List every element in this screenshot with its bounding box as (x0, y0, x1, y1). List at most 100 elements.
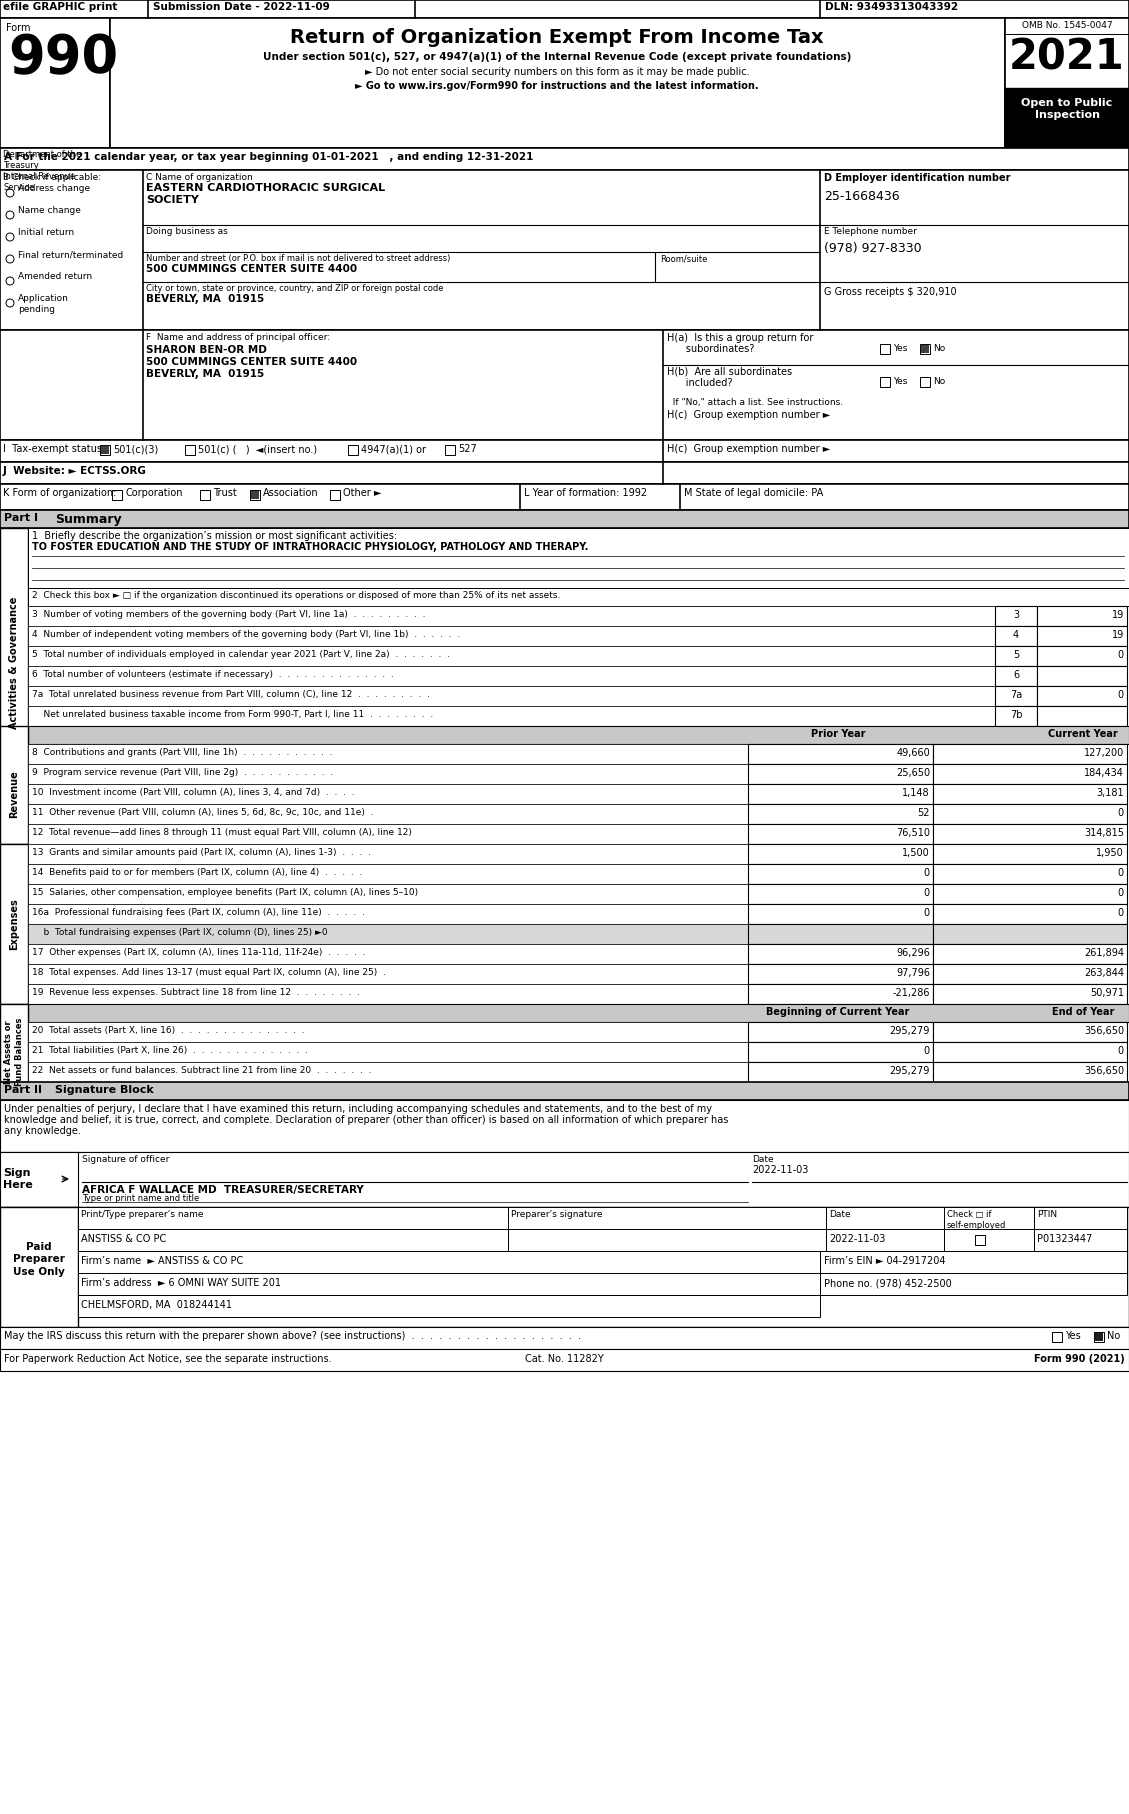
Text: Return of Organization Exempt From Income Tax: Return of Organization Exempt From Incom… (290, 27, 824, 47)
Bar (28, 1003, 1129, 1021)
Bar (28, 626, 995, 646)
Text: 0: 0 (1118, 909, 1124, 918)
Bar (933, 824, 1127, 844)
Text: subordinates?: subordinates? (667, 345, 754, 354)
Bar (1038, 686, 1127, 706)
Text: 15  Salaries, other compensation, employee benefits (Part IX, column (A), lines : 15 Salaries, other compensation, employe… (32, 889, 418, 896)
Text: 501(c) (   )  ◄(insert no.): 501(c) ( ) ◄(insert no.) (198, 444, 317, 454)
Text: 0: 0 (1118, 649, 1124, 660)
Bar (749, 824, 933, 844)
Bar (28, 983, 749, 1003)
Bar (879, 377, 890, 386)
Text: Under penalties of perjury, I declare that I have examined this return, includin: Under penalties of perjury, I declare th… (5, 1105, 712, 1114)
Bar (995, 606, 1038, 626)
Bar (0, 1003, 28, 1081)
Bar (28, 844, 749, 863)
Bar (933, 1061, 1127, 1081)
Text: 25-1668436: 25-1668436 (824, 190, 900, 203)
Text: 49,660: 49,660 (896, 747, 930, 758)
Bar (28, 686, 995, 706)
Text: No: No (1108, 1331, 1120, 1341)
Text: 19: 19 (1112, 610, 1124, 620)
Bar (921, 345, 929, 354)
Text: EASTERN CARDIOTHORACIC SURGICAL
SOCIETY: EASTERN CARDIOTHORACIC SURGICAL SOCIETY (146, 183, 385, 205)
Text: If "No," attach a list. See instructions.: If "No," attach a list. See instructions… (667, 397, 843, 406)
Text: 20  Total assets (Part X, line 16)  .  .  .  .  .  .  .  .  .  .  .  .  .  .  .: 20 Total assets (Part X, line 16) . . . … (32, 1027, 305, 1036)
Bar (749, 1041, 933, 1061)
Text: P01323447: P01323447 (1038, 1234, 1092, 1244)
Text: F  Name and address of principal officer:: F Name and address of principal officer: (146, 334, 330, 343)
Text: J  Website: ► ECTSS.ORG: J Website: ► ECTSS.ORG (3, 466, 147, 475)
Text: 990: 990 (8, 33, 119, 83)
Bar (185, 444, 195, 455)
Text: Corporation: Corporation (125, 488, 183, 499)
Bar (0, 528, 28, 798)
Bar (995, 666, 1038, 686)
Bar (28, 923, 749, 943)
Text: 501(c)(3): 501(c)(3) (113, 444, 158, 454)
Bar (749, 784, 933, 804)
Bar (933, 883, 1127, 903)
Bar (1034, 1230, 1127, 1252)
Text: Form: Form (6, 24, 30, 33)
Bar (749, 923, 933, 943)
Bar (749, 1061, 933, 1081)
Bar (28, 1021, 749, 1041)
Text: 12  Total revenue—add lines 8 through 11 (must equal Part VIII, column (A), line: 12 Total revenue—add lines 8 through 11 … (32, 827, 412, 836)
Circle shape (6, 210, 14, 219)
Text: 295,279: 295,279 (890, 1027, 930, 1036)
Text: Application
pending: Application pending (18, 294, 69, 314)
Text: Open to Public
Inspection: Open to Public Inspection (1022, 98, 1112, 120)
Bar (348, 444, 358, 455)
Bar (0, 330, 1129, 441)
Text: 2  Check this box ► □ if the organization discontinued its operations or dispose: 2 Check this box ► □ if the organization… (32, 591, 560, 600)
Bar (200, 490, 210, 501)
Bar (1095, 1333, 1103, 1341)
Text: For Paperwork Reduction Act Notice, see the separate instructions.: For Paperwork Reduction Act Notice, see … (5, 1353, 332, 1364)
Text: Print/Type preparer’s name: Print/Type preparer’s name (81, 1210, 203, 1219)
Text: 356,650: 356,650 (1084, 1027, 1124, 1036)
Text: 6: 6 (1013, 669, 1019, 680)
Text: Yes: Yes (893, 377, 908, 386)
Text: Other ►: Other ► (343, 488, 382, 499)
Text: 5: 5 (1013, 649, 1019, 660)
Text: End of Year: End of Year (1052, 1007, 1114, 1018)
Bar (933, 784, 1127, 804)
Bar (28, 883, 749, 903)
Text: L Year of formation: 1992: L Year of formation: 1992 (524, 488, 647, 499)
Bar (933, 844, 1127, 863)
Bar (0, 0, 1129, 18)
Text: efile GRAPHIC print: efile GRAPHIC print (3, 2, 117, 13)
Text: 22  Net assets or fund balances. Subtract line 21 from line 20  .  .  .  .  .  .: 22 Net assets or fund balances. Subtract… (32, 1067, 371, 1076)
Bar (100, 446, 110, 454)
Text: H(a)  Is this a group return for: H(a) Is this a group return for (667, 334, 813, 343)
Text: Name change: Name change (18, 207, 81, 216)
Text: Doing business as: Doing business as (146, 227, 228, 236)
Text: 50,971: 50,971 (1089, 989, 1124, 998)
Text: 19  Revenue less expenses. Subtract line 18 from line 12  .  .  .  .  .  .  .  .: 19 Revenue less expenses. Subtract line … (32, 989, 360, 998)
Bar (0, 1099, 1129, 1152)
Text: Net Assets or
Fund Balances: Net Assets or Fund Balances (5, 1018, 24, 1087)
Text: Revenue: Revenue (9, 771, 19, 818)
Text: Firm’s address  ► 6 OMNI WAY SUITE 201: Firm’s address ► 6 OMNI WAY SUITE 201 (81, 1279, 281, 1288)
Bar (933, 764, 1127, 784)
Bar (28, 528, 1129, 588)
Text: Net unrelated business taxable income from Form 990-T, Part I, line 11  .  .  . : Net unrelated business taxable income fr… (32, 709, 434, 718)
Text: ► Go to www.irs.gov/Form990 for instructions and the latest information.: ► Go to www.irs.gov/Form990 for instruct… (356, 82, 759, 91)
Bar (508, 1230, 826, 1252)
Text: Amended return: Amended return (18, 272, 93, 281)
Bar (749, 903, 933, 923)
Bar (933, 1041, 1127, 1061)
Bar (251, 492, 259, 499)
Bar (28, 963, 749, 983)
Bar (78, 1273, 820, 1295)
Bar (1005, 89, 1129, 149)
Text: 13  Grants and similar amounts paid (Part IX, column (A), lines 1-3)  .  .  .  .: 13 Grants and similar amounts paid (Part… (32, 847, 371, 856)
Bar (0, 844, 28, 1003)
Bar (28, 764, 749, 784)
Text: D Employer identification number: D Employer identification number (824, 172, 1010, 183)
Bar (0, 463, 1129, 484)
Bar (0, 1350, 1129, 1371)
Text: 127,200: 127,200 (1084, 747, 1124, 758)
Text: Phone no. (978) 452-2500: Phone no. (978) 452-2500 (824, 1279, 952, 1288)
